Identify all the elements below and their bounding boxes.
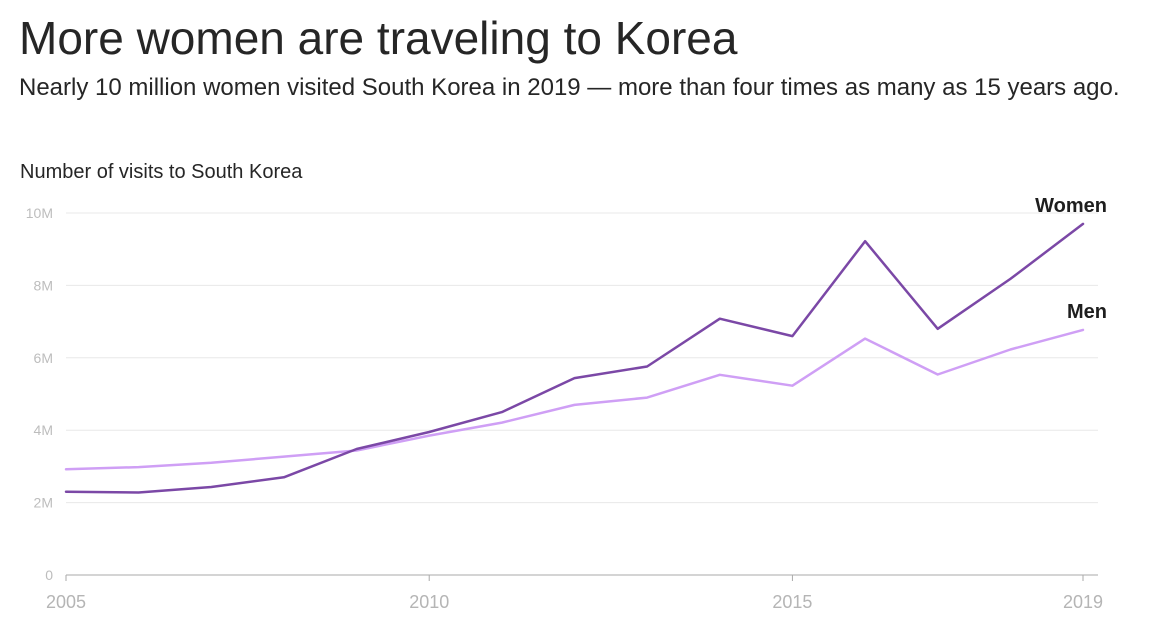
x-tick-label: 2019 [1063, 592, 1103, 612]
axes: 0 2M 4M 6M 8M 10M 2005 2010 2015 2019 [26, 205, 1103, 612]
series-labels: Women Men [1035, 195, 1107, 323]
gridlines [66, 212, 1098, 504]
series-lines [64, 222, 1085, 494]
y-tick-label: 6M [34, 350, 53, 366]
x-tick-label: 2010 [409, 592, 449, 612]
x-tick-label: 2005 [46, 592, 86, 612]
series-label-men: Men [1067, 301, 1107, 323]
y-tick-label: 2M [34, 495, 53, 511]
chart-subtitle: Nearly 10 million women visited South Ko… [19, 74, 1120, 101]
y-tick-label: 4M [34, 422, 53, 438]
series-line-men [64, 328, 1085, 471]
series-line-women [64, 222, 1085, 494]
x-tick-label: 2015 [772, 592, 812, 612]
y-tick-label: 8M [34, 277, 53, 293]
series-label-women: Women [1035, 195, 1107, 217]
y-axis-label: Number of visits to South Korea [20, 161, 303, 183]
chart-title: More women are traveling to Korea [19, 12, 738, 64]
y-tick-label: 10M [26, 205, 53, 221]
y-tick-label: 0 [45, 567, 53, 583]
